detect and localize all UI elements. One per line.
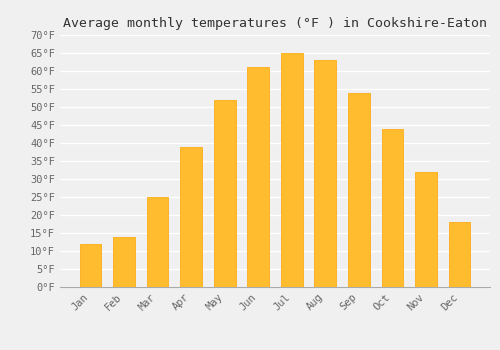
Bar <box>348 93 370 287</box>
Bar <box>382 128 404 287</box>
Bar <box>146 197 169 287</box>
Bar <box>415 172 437 287</box>
Title: Average monthly temperatures (°F ) in Cookshire-Eaton: Average monthly temperatures (°F ) in Co… <box>63 17 487 30</box>
Bar <box>314 60 336 287</box>
Bar <box>180 147 202 287</box>
Bar <box>248 68 269 287</box>
Bar <box>214 100 236 287</box>
Bar <box>80 244 102 287</box>
Bar <box>448 222 470 287</box>
Bar <box>281 53 302 287</box>
Bar <box>113 237 135 287</box>
